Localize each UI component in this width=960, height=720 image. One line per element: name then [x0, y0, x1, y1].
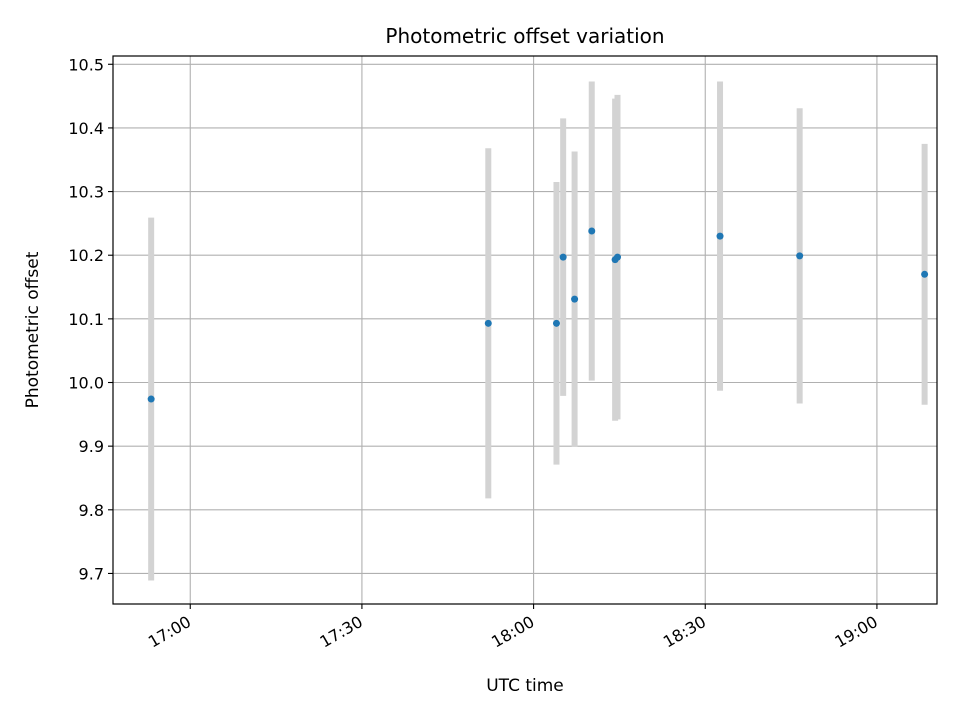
- y-tick-label: 10.2: [68, 246, 104, 265]
- data-point: [796, 252, 804, 260]
- chart-title: Photometric offset variation: [385, 24, 664, 48]
- y-tick-label: 10.0: [68, 374, 104, 393]
- data-point: [716, 232, 724, 240]
- data-points: [147, 227, 929, 403]
- y-axis-ticks: 9.7 9.8 9.9 10.0 10.1 10.2 10.3 10.4 10.5: [68, 55, 113, 583]
- y-axis-label: Photometric offset: [23, 251, 43, 408]
- data-point: [559, 253, 567, 261]
- y-tick-label: 10.1: [68, 310, 104, 329]
- y-tick-label: 10.5: [68, 55, 104, 74]
- y-tick-label: 9.8: [79, 501, 104, 520]
- data-point: [484, 319, 492, 327]
- data-point: [614, 253, 622, 261]
- y-tick-label: 9.9: [79, 437, 104, 456]
- data-point: [921, 270, 929, 278]
- y-tick-label: 9.7: [79, 564, 104, 583]
- y-tick-label: 10.3: [68, 183, 104, 202]
- plot-frame: [112, 55, 938, 605]
- data-point: [147, 395, 155, 403]
- data-point: [571, 295, 579, 303]
- x-axis-label: UTC time: [486, 676, 564, 696]
- data-point: [552, 319, 560, 327]
- y-tick-label: 10.4: [68, 119, 104, 138]
- data-point: [588, 227, 596, 235]
